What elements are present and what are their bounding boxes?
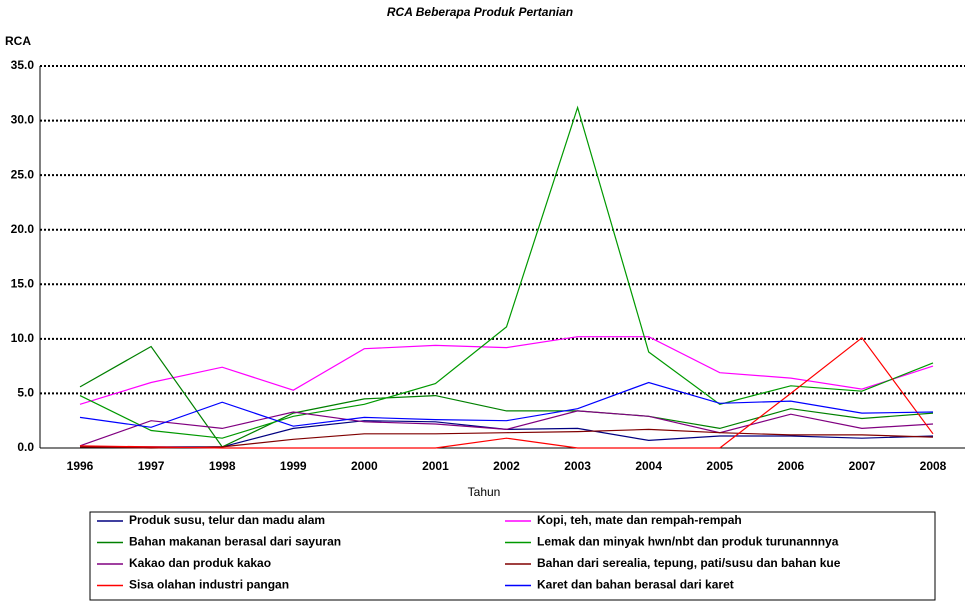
- y-tick-label: 30.0: [11, 113, 35, 127]
- legend-label: Produk susu, telur dan madu alam: [129, 513, 325, 527]
- x-tick-label: 2007: [849, 459, 876, 473]
- series-line: [79, 381, 934, 428]
- series-line: [79, 428, 934, 449]
- x-tick-label: 1999: [280, 459, 307, 473]
- x-tick-label: 1998: [209, 459, 236, 473]
- x-tick-label: 2005: [706, 459, 733, 473]
- y-tick-label: 15.0: [11, 276, 35, 290]
- x-tick-label: 2002: [493, 459, 520, 473]
- legend-label: Bahan dari serealia, tepung, pati/susu d…: [537, 556, 841, 570]
- y-tick-label: 25.0: [11, 167, 35, 181]
- legend-label: Sisa olahan industri pangan: [129, 578, 289, 592]
- x-tick-label: 2008: [920, 459, 947, 473]
- y-tick-label: 20.0: [11, 222, 35, 236]
- series-line: [79, 345, 934, 448]
- y-tick-label: 10.0: [11, 331, 35, 345]
- legend-label: Kakao dan produk kakao: [129, 556, 271, 570]
- series-line: [80, 420, 934, 448]
- x-tick-label: 1996: [67, 459, 94, 473]
- x-tick-label: 2003: [564, 459, 591, 473]
- x-tick-label: 2000: [351, 459, 378, 473]
- x-axis-label: Tahun: [468, 485, 501, 499]
- legend-box: [89, 511, 936, 601]
- x-tick-label: 2006: [777, 459, 804, 473]
- y-tick-label: 0.0: [17, 440, 34, 454]
- series-line: [79, 336, 934, 449]
- x-tick-label: 1997: [138, 459, 165, 473]
- series-line: [79, 105, 934, 439]
- x-tick-label: 2001: [422, 459, 449, 473]
- y-tick-label: 35.0: [11, 58, 35, 72]
- y-tick-label: 5.0: [17, 386, 34, 400]
- series-line: [79, 410, 934, 447]
- series-line: [79, 336, 934, 405]
- legend-label: Lemak dan minyak hwn/nbt dan produk turu…: [537, 535, 839, 549]
- y-axis-label: RCA: [5, 34, 31, 48]
- legend-label: Karet dan bahan berasal dari karet: [537, 578, 734, 592]
- x-tick-label: 2004: [635, 459, 662, 473]
- chart-title: RCA Beberapa Produk Pertanian: [387, 5, 573, 19]
- legend-label: Bahan makanan berasal dari sayuran: [129, 535, 341, 549]
- legend-label: Kopi, teh, mate dan rempah-rempah: [537, 513, 742, 527]
